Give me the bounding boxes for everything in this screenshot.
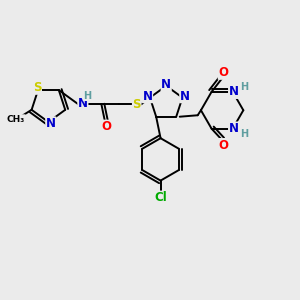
Text: H: H — [240, 82, 248, 92]
Text: N: N — [229, 122, 238, 135]
Text: O: O — [101, 120, 111, 133]
Text: O: O — [218, 66, 228, 79]
Text: N: N — [180, 90, 190, 103]
Text: CH₃: CH₃ — [7, 115, 25, 124]
Text: N: N — [46, 117, 56, 130]
Text: S: S — [133, 98, 141, 111]
Text: H: H — [240, 129, 248, 139]
Text: O: O — [218, 139, 228, 152]
Text: S: S — [33, 81, 41, 94]
Text: N: N — [229, 85, 238, 98]
Text: Cl: Cl — [154, 191, 167, 204]
Text: H: H — [83, 91, 91, 100]
Text: N: N — [161, 78, 171, 91]
Text: N: N — [78, 97, 88, 110]
Text: N: N — [142, 90, 153, 103]
